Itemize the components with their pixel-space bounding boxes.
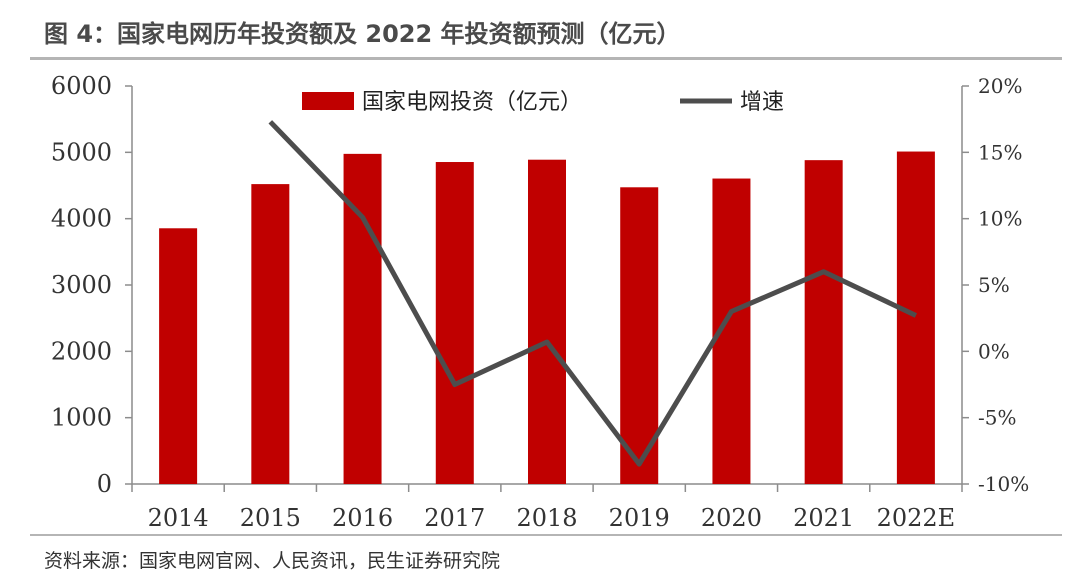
investment-bar — [528, 159, 566, 484]
right-axis-tick-label: 0% — [978, 339, 1010, 363]
legend-label-investment: 国家电网投资（亿元） — [362, 90, 582, 115]
left-axis-tick-label: 0 — [97, 470, 112, 498]
left-axis-tick-label: 2000 — [51, 337, 112, 365]
legend-swatch-investment — [302, 92, 354, 110]
chart-legend: 国家电网投资（亿元） 增速 — [302, 90, 784, 115]
investment-bar — [343, 153, 382, 484]
left-axis-tick-label: 6000 — [51, 72, 112, 100]
x-axis-tick-label: 2021 — [793, 504, 854, 532]
right-axis-tick-label: -10% — [978, 472, 1029, 496]
left-axis-tick-label: 3000 — [51, 271, 112, 299]
investment-bar — [896, 151, 935, 484]
legend-label-growth: 增速 — [740, 90, 784, 115]
x-axis-tick-label: 2014 — [148, 504, 209, 532]
figure-title: 图 4：国家电网历年投资额及 2022 年投资额预测（亿元） — [44, 20, 681, 48]
x-axis-tick-label: 2020 — [701, 504, 762, 532]
investment-bar — [620, 187, 659, 484]
bar-series — [159, 151, 935, 485]
right-axis-tick-label: 5% — [978, 273, 1010, 297]
right-axis-tick-label: 20% — [978, 74, 1022, 98]
right-axis-tick-label: 10% — [978, 207, 1022, 231]
growth-line — [268, 120, 917, 467]
x-axis-tick-label: 2017 — [424, 504, 485, 532]
x-axis-tick-label: 2022E — [877, 504, 956, 532]
x-axis-tick-label: 2016 — [332, 504, 393, 532]
left-axis-tick-label: 1000 — [51, 404, 112, 432]
investment-bar — [435, 162, 474, 484]
chart: 0 1000 2000 3000 4000 5000 6000 -10% -5% 0% 5% 10% 1… — [51, 72, 1029, 532]
investment-bar — [251, 184, 290, 484]
x-axis-tick-label: 2015 — [240, 504, 301, 532]
growth-line-series — [268, 120, 917, 467]
footer-divider — [30, 534, 1062, 536]
investment-bar — [159, 228, 198, 484]
left-axis-tick-label: 4000 — [51, 205, 112, 233]
x-axis-tick-label: 2018 — [516, 504, 577, 532]
source-note: 资料来源：国家电网官网、人民资讯，民生证券研究院 — [44, 550, 501, 572]
investment-bar — [804, 160, 843, 485]
right-axis-tick-label: 15% — [978, 140, 1022, 164]
x-axis-tick-label: 2019 — [609, 504, 670, 532]
left-axis-tick-label: 5000 — [51, 138, 112, 166]
title-divider — [30, 57, 1062, 60]
right-axis-tick-label: -5% — [978, 406, 1017, 430]
